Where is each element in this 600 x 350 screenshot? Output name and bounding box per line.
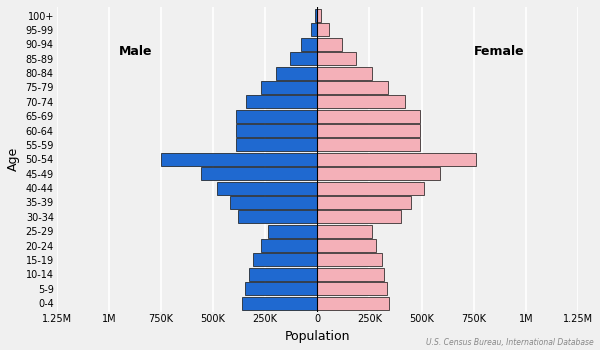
Bar [261,239,317,252]
Bar [317,268,384,281]
Bar [315,9,317,22]
X-axis label: Population: Population [284,330,350,343]
Bar [248,268,317,281]
Bar [236,124,317,137]
Bar [161,153,317,166]
Bar [317,139,419,152]
Bar [275,66,317,79]
Bar [311,23,317,36]
Bar [317,81,388,94]
Text: U.S. Census Bureau, International Database: U.S. Census Bureau, International Databa… [426,337,594,346]
Bar [317,210,401,223]
Bar [317,9,322,22]
Bar [317,153,476,166]
Bar [317,196,411,209]
Bar [317,182,424,195]
Bar [317,167,440,180]
Bar [317,124,419,137]
Bar [217,182,317,195]
Bar [236,139,317,152]
Bar [301,38,317,51]
Bar [317,95,405,108]
Bar [317,253,382,266]
Bar [317,66,371,79]
Bar [317,239,376,252]
Text: Female: Female [473,45,524,58]
Bar [317,297,389,309]
Bar [261,81,317,94]
Bar [268,225,317,238]
Bar [247,95,317,108]
Bar [317,38,343,51]
Bar [317,52,356,65]
Bar [317,110,419,122]
Bar [245,282,317,295]
Bar [317,225,371,238]
Bar [200,167,317,180]
Bar [253,253,317,266]
Y-axis label: Age: Age [7,147,20,172]
Bar [236,110,317,122]
Bar [238,210,317,223]
Text: Male: Male [119,45,152,58]
Bar [317,23,329,36]
Bar [290,52,317,65]
Bar [317,282,387,295]
Bar [230,196,317,209]
Bar [242,297,317,309]
